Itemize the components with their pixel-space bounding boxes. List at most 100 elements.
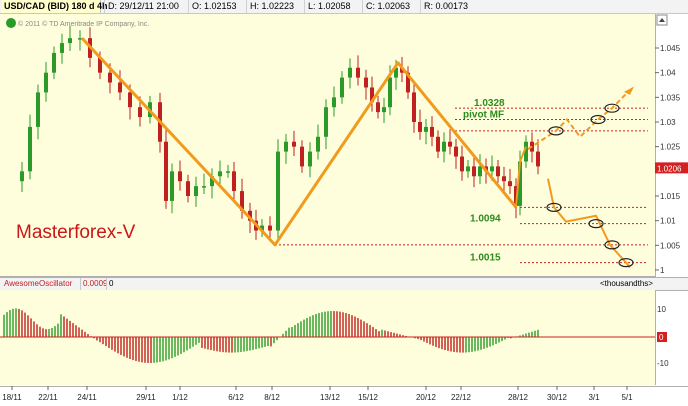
price-y-tick: 1.045 (660, 44, 681, 53)
candle-body (210, 176, 214, 187)
candle-body (178, 171, 182, 182)
oscillator-units: <thousandths> (600, 279, 653, 288)
candle-body (448, 141, 452, 147)
oscillator-y-tick: 0 (659, 333, 664, 342)
oscillator-name[interactable]: AwesomeOscillator (4, 279, 73, 288)
target-circle (604, 240, 620, 250)
candle-body (388, 77, 392, 108)
candle-body (418, 122, 422, 132)
copyright-text: © 2011 © TD Ameritrade IP Company, Inc. (18, 20, 149, 28)
close-readout: C: 1.02063 (362, 0, 410, 13)
candle-body (128, 92, 132, 108)
oscillator-extra: 0 (106, 278, 113, 290)
candle-body (218, 171, 222, 177)
candle-body (436, 136, 440, 152)
candle-body (292, 141, 296, 147)
projection-up-arrow (624, 86, 634, 95)
td-logo-icon (6, 18, 16, 28)
time-x-tick: 3/1 (588, 393, 600, 402)
candle-body (60, 43, 64, 53)
candle-body (284, 141, 288, 152)
candle-body (412, 92, 416, 122)
candle-body (460, 156, 464, 172)
time-x-tick: 24/11 (77, 393, 97, 402)
target-circle (546, 202, 562, 212)
candle-body (478, 166, 482, 177)
level-label-l3: 1.0094 (470, 214, 501, 225)
candle-body (332, 97, 336, 108)
level-label-l2: pivot MF (463, 110, 504, 121)
candle-body (108, 72, 112, 83)
candle-body (316, 136, 320, 152)
wave-trendline (80, 37, 518, 247)
time-x-tick: 18/11 (2, 393, 22, 402)
time-x-tick: 1/12 (172, 393, 188, 402)
high-readout: H: 1.02223 (246, 0, 294, 13)
candle-body (472, 166, 476, 177)
target-circle (590, 114, 606, 125)
range-readout: R: 0.00173 (420, 0, 468, 13)
candle-body (52, 52, 56, 73)
target-circle (618, 258, 634, 268)
candle-body (370, 87, 374, 103)
low-readout: L: 1.02058 (304, 0, 351, 13)
candle-body (490, 166, 494, 172)
time-x-tick: 6/12 (228, 393, 244, 402)
time-x-tick: 28/12 (508, 393, 529, 402)
candle-body (394, 67, 398, 78)
candle-body (508, 181, 512, 187)
time-x-tick: 29/11 (136, 393, 156, 402)
oscillator-y-tick: -10 (657, 359, 669, 368)
candle-body (44, 72, 48, 93)
candle-body (348, 67, 352, 78)
time-x-tick: 30/12 (547, 393, 568, 402)
chart-header: USD/CAD (BID) 180 d 4h D: 29/12/11 21:00… (0, 0, 688, 14)
oscillator-zero-tag (657, 332, 667, 342)
candle-body (68, 38, 72, 44)
candle-body (536, 151, 540, 167)
candle-body (442, 141, 446, 152)
candle-body (496, 166, 500, 177)
scroll-up-arrow-icon (659, 18, 665, 22)
time-x-tick: 15/12 (358, 393, 379, 402)
candle-body (430, 126, 434, 137)
price-chart-area[interactable] (0, 14, 656, 277)
candle-body (382, 107, 386, 113)
candle-body (340, 77, 344, 98)
wave-spike (515, 146, 527, 208)
candle-body (138, 107, 142, 118)
price-y-tick: 1.04 (660, 69, 676, 78)
symbol-label[interactable]: USD/CAD (BID) 180 d 4h (2, 0, 108, 13)
price-y-tick: 1.035 (660, 93, 681, 102)
candle-body (226, 171, 230, 173)
price-y-tick: 1.015 (660, 192, 681, 201)
candle-body (466, 166, 470, 172)
candle-body (202, 186, 206, 188)
candle-body (502, 176, 506, 182)
date-readout: D: 29/12/11 21:00 (104, 0, 179, 13)
candle-body (300, 146, 304, 167)
price-axis (656, 14, 688, 276)
candle-body (268, 225, 272, 231)
current-price-label: 1.0206 (657, 164, 682, 173)
candle-body (376, 102, 380, 113)
candle-body (170, 171, 174, 201)
candle-body (240, 191, 244, 211)
candle-body (98, 57, 102, 73)
price-y-tick: 1 (660, 266, 665, 275)
watermark-text: Masterforex-V (16, 222, 136, 243)
candle-body (194, 186, 198, 196)
time-x-tick: 22/11 (38, 393, 58, 402)
price-y-tick: 1.03 (660, 118, 676, 127)
candle-body (186, 181, 190, 196)
candle-body (248, 210, 252, 221)
candle-body (276, 151, 280, 231)
candle-body (406, 72, 410, 93)
candle-body (20, 171, 24, 182)
target-circle (588, 219, 604, 229)
price-y-tick: 1.025 (660, 143, 681, 152)
oscillator-value: 0.0009 (80, 278, 107, 290)
candle-body (78, 38, 82, 40)
